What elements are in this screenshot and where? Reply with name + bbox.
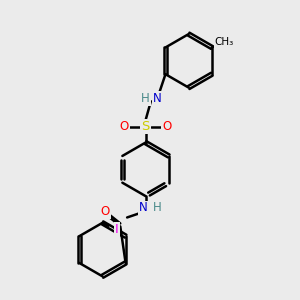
Text: O: O <box>162 120 172 133</box>
Text: CH₃: CH₃ <box>215 37 234 47</box>
Text: N: N <box>139 202 148 214</box>
Text: S: S <box>141 120 150 133</box>
Text: O: O <box>101 205 110 218</box>
Text: H: H <box>152 202 161 214</box>
Text: H: H <box>141 92 150 105</box>
Text: N: N <box>152 92 161 105</box>
Text: O: O <box>119 120 129 133</box>
Text: I: I <box>115 223 119 236</box>
